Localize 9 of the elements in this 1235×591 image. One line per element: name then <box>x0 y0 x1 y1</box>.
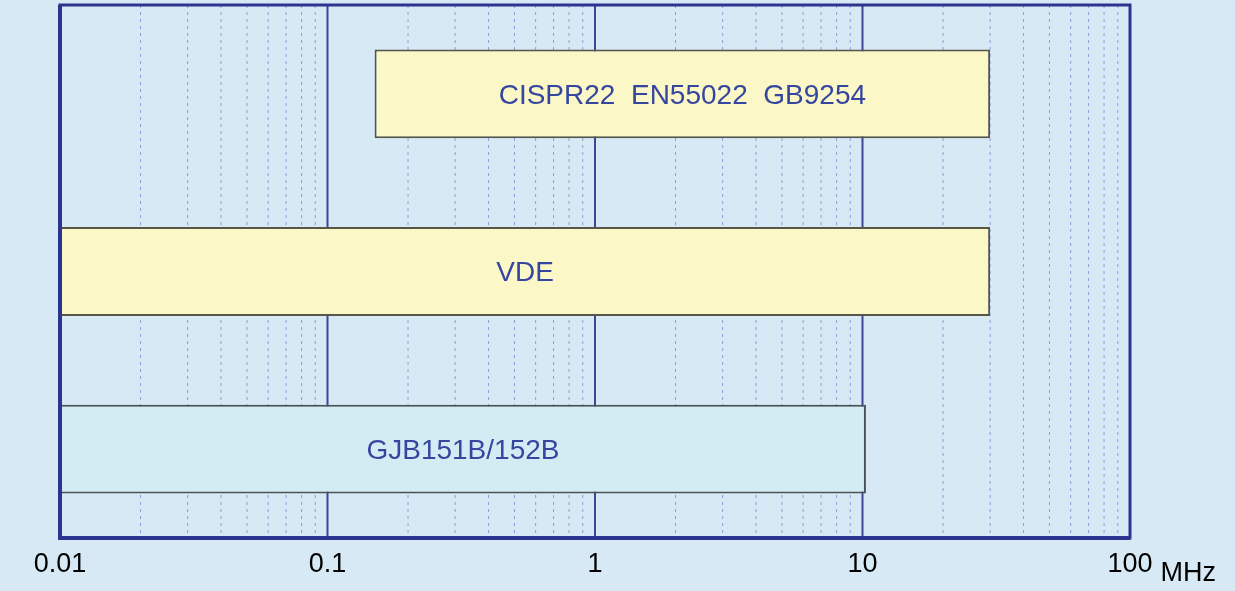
x-tick-label: 100 <box>1107 547 1153 578</box>
x-tick-label: 0.01 <box>33 547 87 578</box>
x-tick-label: 1 <box>587 547 603 578</box>
x-tick-label: 0.1 <box>308 547 347 578</box>
y-tick-label: GJB151B/152B <box>366 433 560 465</box>
y-tick-label: CISPR22 EN55022 GB9254 <box>498 78 867 110</box>
y-tick-label: VDE <box>496 256 554 288</box>
x-tick-label: 10 <box>847 547 878 578</box>
x-axis-title: MHz <box>1160 557 1217 588</box>
